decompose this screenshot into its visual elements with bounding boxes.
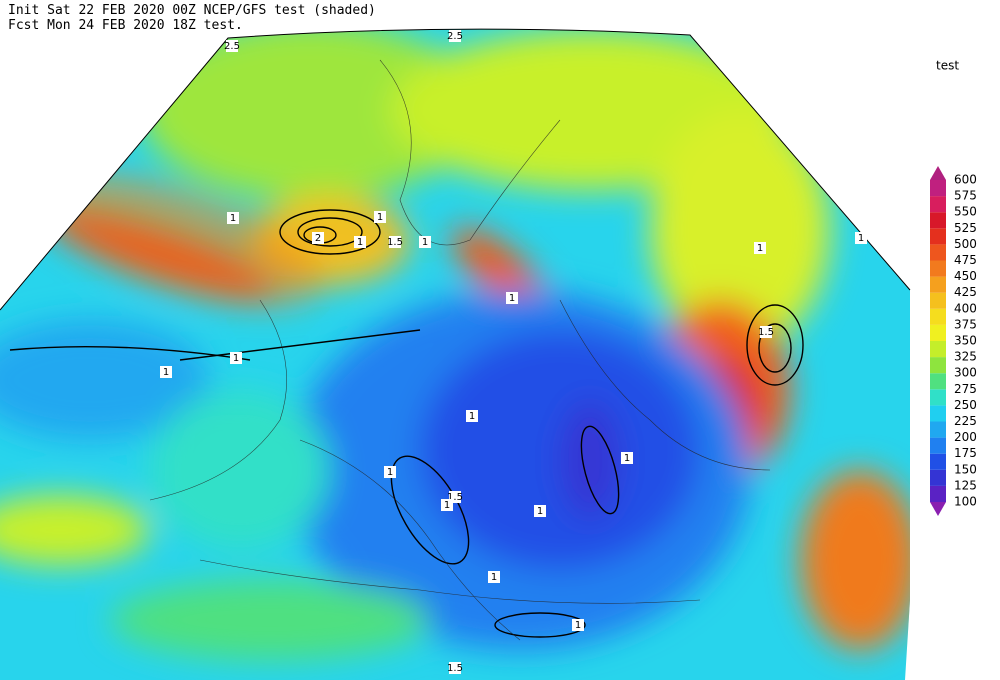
contour-label-bg — [449, 662, 461, 674]
colorbar-box — [930, 308, 946, 325]
colorbar-box — [930, 292, 946, 309]
colorbar-box — [930, 453, 946, 470]
contour-label-bg — [389, 236, 401, 248]
colorbar-label: 450 — [954, 269, 977, 283]
colorbar-box — [930, 244, 946, 261]
contour-label-bg — [488, 571, 500, 583]
colorbar-box — [930, 373, 946, 390]
contour-label: 1 — [757, 243, 763, 254]
contour-label: 1 — [230, 213, 236, 224]
contour-label: 1 — [491, 572, 497, 583]
colorbar-label: 500 — [954, 237, 977, 251]
colorbar-label: 300 — [954, 366, 977, 380]
contour-label-bg — [354, 236, 366, 248]
contour-label: 1 — [444, 500, 450, 511]
contour-label: 2 — [315, 233, 321, 244]
colorbar-label: 100 — [954, 495, 977, 509]
colorbar-label: 350 — [954, 334, 977, 348]
colorbar-label: 275 — [954, 382, 977, 396]
contour-label: 1 — [575, 620, 581, 631]
colorbar-arrow — [930, 166, 946, 180]
contour-label: 2.5 — [224, 41, 240, 52]
contour-label: 1 — [357, 237, 363, 248]
contour-label: 1 — [537, 506, 543, 517]
contour-label-bg — [226, 40, 238, 52]
colorbar-label: 375 — [954, 317, 977, 331]
colorbar-label: 175 — [954, 446, 977, 460]
colorbar-box — [930, 212, 946, 229]
colorbar-label: 325 — [954, 350, 977, 364]
contour-label-bg — [230, 352, 242, 364]
contour-label-bg — [855, 232, 867, 244]
colorbar-label: 150 — [954, 462, 977, 476]
contour-label: 1 — [624, 453, 630, 464]
contour-label-bg — [449, 30, 461, 42]
contour-label-bg — [419, 236, 431, 248]
colorbar-label: 600 — [954, 173, 977, 187]
colorbar-box — [930, 260, 946, 277]
contour-label: 1.5 — [447, 663, 463, 674]
colorbar-box — [930, 196, 946, 213]
header-line: Fcst Mon 24 FEB 2020 18Z test. — [8, 18, 243, 33]
colorbar-box — [930, 180, 946, 197]
colorbar-label: 225 — [954, 414, 977, 428]
colorbar-box — [930, 276, 946, 293]
contour-label-bg — [312, 232, 324, 244]
contour-label-bg — [227, 212, 239, 224]
contour-label: 1 — [163, 367, 169, 378]
contour-label-bg — [374, 211, 386, 223]
colorbar-box — [930, 485, 946, 502]
contour-label-bg — [760, 326, 772, 338]
colorbar-box — [930, 469, 946, 486]
colorbar-box — [930, 341, 946, 358]
contour-label-bg — [441, 499, 453, 511]
colorbar-box — [930, 324, 946, 341]
colorbar-box — [930, 357, 946, 374]
colorbar-label: 400 — [954, 301, 977, 315]
contour-label-bg — [506, 292, 518, 304]
map-border — [0, 28, 911, 311]
contour-label-bg — [572, 619, 584, 631]
colorbar-label: 250 — [954, 398, 977, 412]
colorbar-box — [930, 421, 946, 438]
colorbar-box — [930, 389, 946, 406]
contour-label: 1 — [469, 411, 475, 422]
colorbar-label: 525 — [954, 221, 977, 235]
contour-label: 1.5 — [387, 237, 403, 248]
contour-label-bg — [466, 410, 478, 422]
contour-label: 1 — [233, 353, 239, 364]
contour-label-bg — [384, 466, 396, 478]
colorbar-arrow — [930, 502, 946, 516]
header-line: Init Sat 22 FEB 2020 00Z NCEP/GFS test (… — [8, 3, 376, 18]
colorbar-label: 200 — [954, 430, 977, 444]
colorbar-label: 550 — [954, 205, 977, 219]
colorbar-box — [930, 405, 946, 422]
contour-label: 1 — [422, 237, 428, 248]
contour-label: 1 — [509, 293, 515, 304]
colorbar-label: 475 — [954, 253, 977, 267]
colorbar-box — [930, 228, 946, 245]
contour-label-bg — [534, 505, 546, 517]
colorbar-label: 125 — [954, 478, 977, 492]
colorbar-box — [930, 437, 946, 454]
contour-label-bg — [160, 366, 172, 378]
contour-label: 1 — [377, 212, 383, 223]
contour-label: 1.5 — [758, 327, 774, 338]
contour-label: 2.5 — [447, 31, 463, 42]
contour-label-bg — [754, 242, 766, 254]
colorbar-label: 425 — [954, 285, 977, 299]
contour-label-bg — [621, 452, 633, 464]
contour-label: 1.5 — [447, 492, 463, 503]
colorbar-label: 575 — [954, 189, 977, 203]
contour-label: 1 — [387, 467, 393, 478]
legend-title: test — [936, 59, 959, 73]
contour-label: 1 — [858, 233, 864, 244]
